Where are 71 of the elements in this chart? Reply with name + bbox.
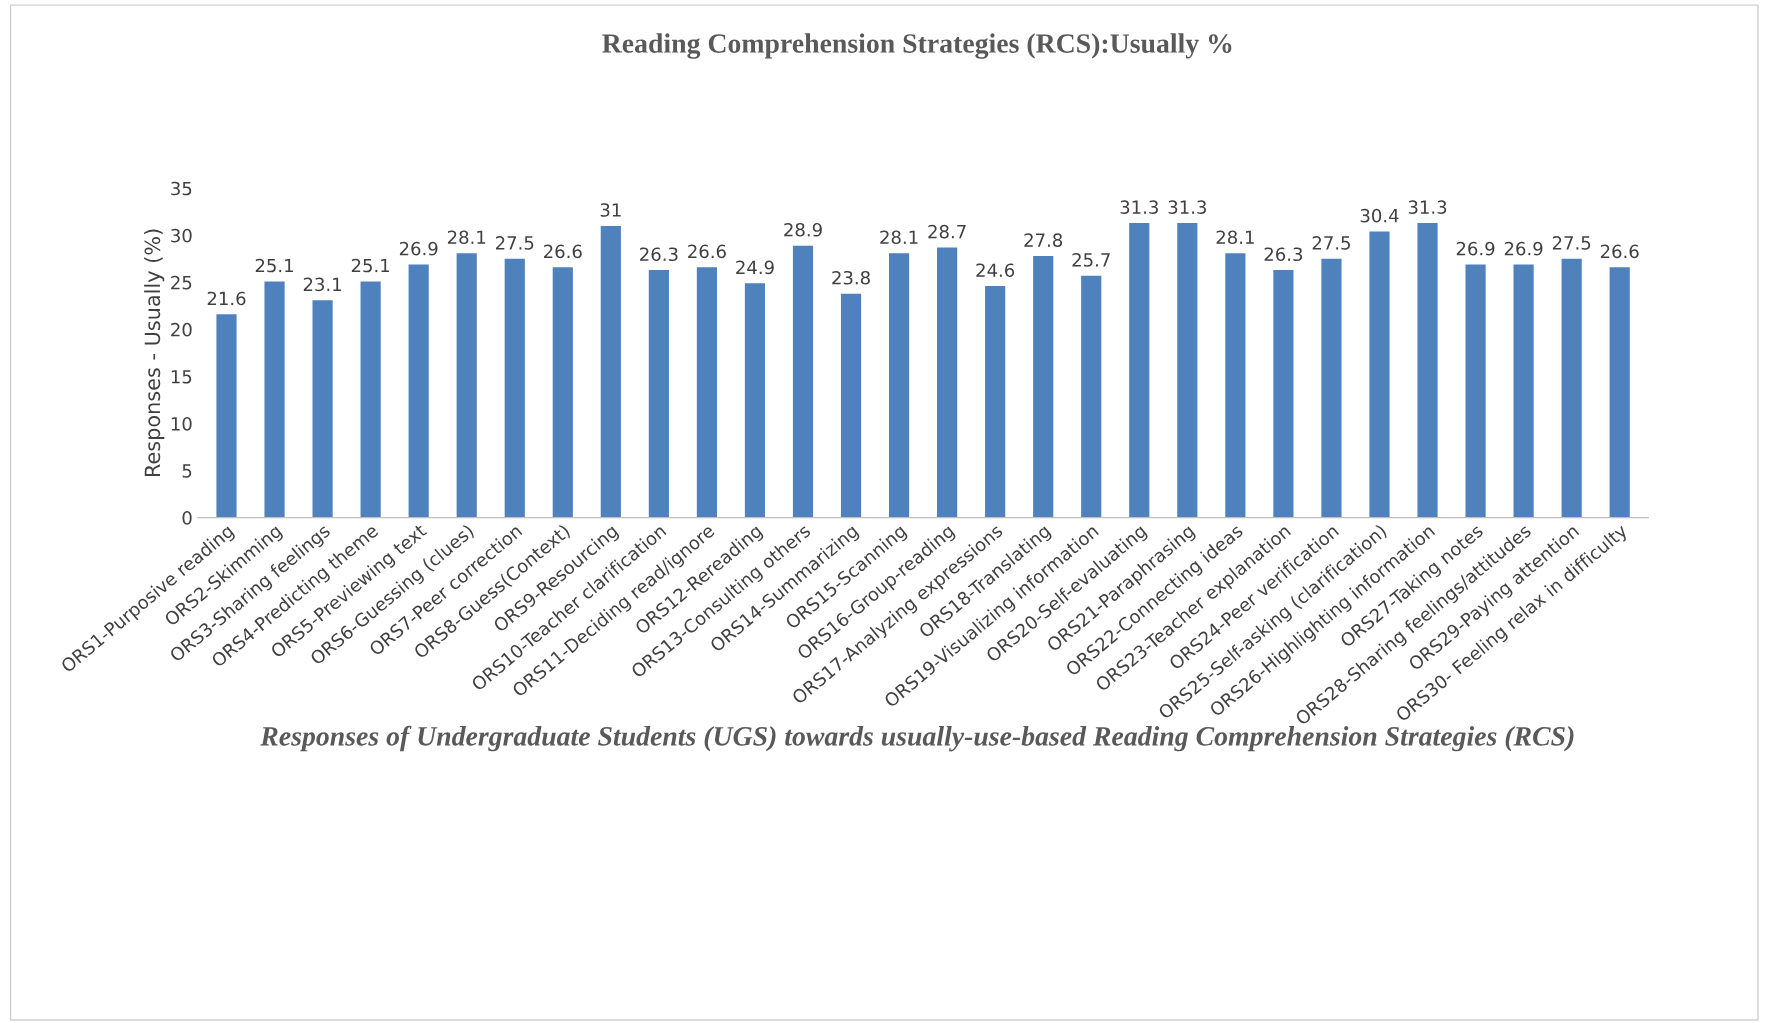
data-label: 25.1 <box>255 258 293 273</box>
data-label: 24.6 <box>976 263 1015 278</box>
bar <box>1561 258 1582 518</box>
bar <box>600 225 621 518</box>
data-label: 25.1 <box>351 258 390 273</box>
y-tick-label: 10 <box>171 416 192 431</box>
bar <box>744 283 766 518</box>
bar <box>1177 223 1198 518</box>
y-tick-label: 35 <box>171 181 192 196</box>
data-label: 31.3 <box>1408 200 1447 214</box>
bar <box>456 253 477 518</box>
chart-title: Reading Comprehension Strategies (RCS):Usually % <box>602 33 1232 59</box>
bar <box>1081 275 1102 518</box>
data-label: 28.9 <box>784 222 822 237</box>
data-label: 30.4 <box>1360 208 1399 223</box>
y-tick-label: 25 <box>171 275 192 290</box>
data-label: 27.5 <box>1552 236 1591 250</box>
bar <box>1225 253 1246 518</box>
bar <box>1321 258 1342 518</box>
data-label: 28.1 <box>880 230 918 245</box>
y-axis-title: Responses - Usually (%) <box>144 229 165 477</box>
bar <box>1369 231 1390 518</box>
y-tick-label: 5 <box>182 464 192 478</box>
data-label: 31.3 <box>1120 200 1158 214</box>
bar <box>696 267 717 518</box>
data-label: 27.5 <box>495 236 534 250</box>
bar <box>937 247 958 518</box>
data-label: 26.6 <box>688 244 726 259</box>
data-label: 26.9 <box>1504 241 1543 256</box>
bar <box>985 286 1006 518</box>
data-label: 26.3 <box>640 247 678 262</box>
bar <box>1417 223 1438 518</box>
bar <box>264 281 285 518</box>
data-label: 28.1 <box>447 230 486 245</box>
bar <box>1129 223 1150 518</box>
data-label: 26.6 <box>1600 244 1639 259</box>
data-label: 27.5 <box>1312 236 1350 250</box>
data-label: 26.9 <box>399 241 438 256</box>
data-label: 26.9 <box>1456 241 1495 256</box>
bar <box>648 270 669 518</box>
y-tick-label: 30 <box>171 228 192 243</box>
bar <box>1609 267 1630 518</box>
bar <box>888 253 910 518</box>
data-label: 23.8 <box>832 270 870 285</box>
bar <box>312 300 333 518</box>
bar <box>504 258 525 518</box>
bar <box>840 293 862 518</box>
data-label: 31 <box>600 203 621 217</box>
bar <box>1033 256 1054 518</box>
x-axis-title: Responses of Undergraduate Students (UGS) towards usually-use-based Reading Comprehension Strategies (RCS) <box>260 725 1574 752</box>
bar <box>216 314 237 518</box>
data-label: 24.9 <box>736 260 774 275</box>
data-label: 27.8 <box>1024 233 1063 247</box>
bar <box>552 267 573 518</box>
bar <box>792 245 814 518</box>
data-label: 26.6 <box>544 244 582 259</box>
data-label: 28.7 <box>928 224 966 239</box>
data-label: 21.6 <box>207 291 246 306</box>
bar <box>408 264 429 518</box>
data-label: 31.3 <box>1168 200 1206 214</box>
y-tick-label: 0 <box>182 511 192 525</box>
bar <box>1513 264 1534 518</box>
bar <box>1465 264 1486 518</box>
y-tick-label: 20 <box>171 322 192 337</box>
bar <box>1273 270 1294 518</box>
data-label: 23.1 <box>303 277 342 292</box>
data-label: 26.3 <box>1264 247 1303 262</box>
data-label: 25.7 <box>1072 253 1110 267</box>
y-tick-label: 15 <box>171 370 192 384</box>
bar <box>360 281 381 518</box>
data-label: 28.1 <box>1216 230 1254 245</box>
